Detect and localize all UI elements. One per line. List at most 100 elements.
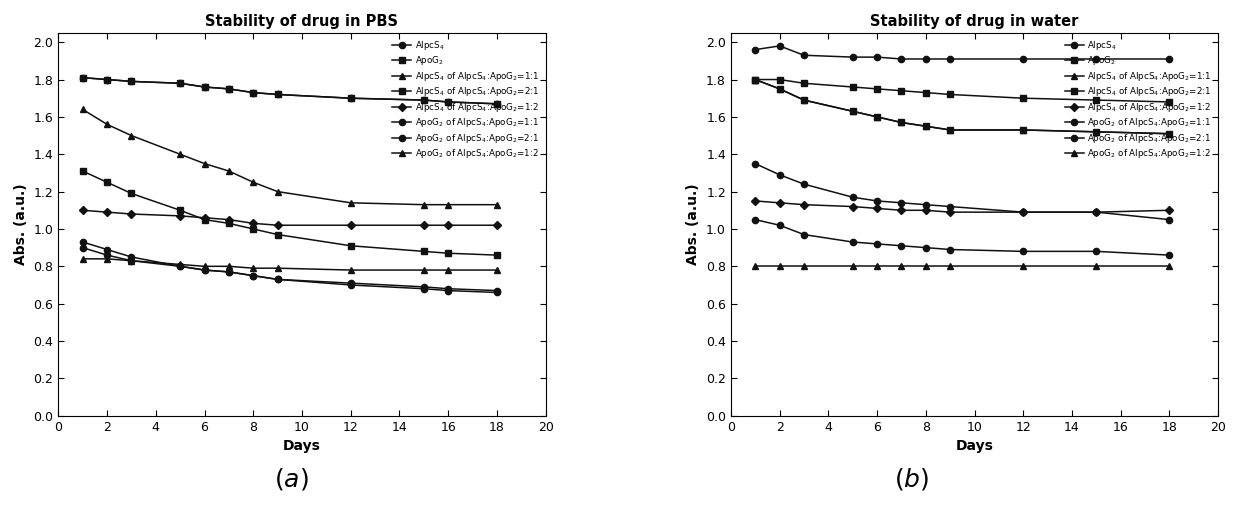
ApoG$_2$ of AlpcS$_4$:ApoG$_2$=1:2 — [76, 256, 91, 262]
Line: ApoG$_2$ of AlpcS$_4$:ApoG$_2$=2:1: ApoG$_2$ of AlpcS$_4$:ApoG$_2$=2:1 — [753, 216, 1173, 258]
AlpcS$_4$ — [270, 91, 285, 97]
AlpcS$_4$ of AlpcS$_4$:ApoG$_2$=1:1 — [846, 108, 861, 114]
Line: AlpcS$_4$ of AlpcS$_4$:ApoG$_2$=2:1: AlpcS$_4$ of AlpcS$_4$:ApoG$_2$=2:1 — [753, 77, 1173, 137]
ApoG$_2$ of AlpcS$_4$:ApoG$_2$=1:1 — [773, 172, 787, 178]
ApoG$_2$ of AlpcS$_4$:ApoG$_2$=1:1 — [270, 276, 285, 282]
ApoG$_2$ — [748, 77, 763, 83]
ApoG$_2$ of AlpcS$_4$:ApoG$_2$=2:1 — [417, 284, 432, 290]
AlpcS$_4$ of AlpcS$_4$:ApoG$_2$=1:2 — [1162, 207, 1177, 213]
AlpcS$_4$ of AlpcS$_4$:ApoG$_2$=1:1 — [417, 202, 432, 208]
AlpcS$_4$ — [99, 77, 114, 83]
Y-axis label: Abs. (a.u.): Abs. (a.u.) — [687, 184, 701, 265]
AlpcS$_4$ — [417, 97, 432, 103]
AlpcS$_4$ — [773, 43, 787, 49]
AlpcS$_4$ of AlpcS$_4$:ApoG$_2$=1:2 — [99, 209, 114, 215]
AlpcS$_4$ of AlpcS$_4$:ApoG$_2$=1:1 — [124, 132, 139, 138]
ApoG$_2$ of AlpcS$_4$:ApoG$_2$=1:1 — [1016, 209, 1030, 215]
AlpcS$_4$ — [490, 101, 505, 107]
AlpcS$_4$ — [1016, 56, 1030, 62]
ApoG$_2$ of AlpcS$_4$:ApoG$_2$=2:1 — [773, 222, 787, 228]
ApoG$_2$ of AlpcS$_4$:ApoG$_2$=2:1 — [1089, 248, 1104, 255]
Line: ApoG$_2$ of AlpcS$_4$:ApoG$_2$=1:1: ApoG$_2$ of AlpcS$_4$:ApoG$_2$=1:1 — [79, 239, 500, 296]
ApoG$_2$ of AlpcS$_4$:ApoG$_2$=1:2 — [124, 258, 139, 264]
AlpcS$_4$ of AlpcS$_4$:ApoG$_2$=1:1 — [748, 77, 763, 83]
ApoG$_2$ of AlpcS$_4$:ApoG$_2$=2:1 — [846, 239, 861, 245]
AlpcS$_4$ — [343, 95, 358, 101]
AlpcS$_4$ of AlpcS$_4$:ApoG$_2$=1:1 — [1089, 129, 1104, 135]
ApoG$_2$ of AlpcS$_4$:ApoG$_2$=1:2 — [172, 262, 187, 268]
ApoG$_2$ of AlpcS$_4$:ApoG$_2$=1:2 — [197, 263, 212, 269]
AlpcS$_4$ of AlpcS$_4$:ApoG$_2$=2:1 — [1089, 129, 1104, 135]
Y-axis label: Abs. (a.u.): Abs. (a.u.) — [14, 184, 27, 265]
ApoG$_2$ of AlpcS$_4$:ApoG$_2$=1:1 — [76, 239, 91, 245]
AlpcS$_4$ — [748, 47, 763, 53]
AlpcS$_4$ of AlpcS$_4$:ApoG$_2$=1:2 — [919, 207, 934, 213]
ApoG$_2$ of AlpcS$_4$:ApoG$_2$=1:1 — [246, 273, 260, 279]
ApoG$_2$ of AlpcS$_4$:ApoG$_2$=2:1 — [1016, 248, 1030, 255]
ApoG$_2$ of AlpcS$_4$:ApoG$_2$=1:1 — [197, 267, 212, 273]
ApoG$_2$ — [222, 86, 237, 92]
Line: ApoG$_2$ of AlpcS$_4$:ApoG$_2$=1:1: ApoG$_2$ of AlpcS$_4$:ApoG$_2$=1:1 — [753, 160, 1173, 223]
AlpcS$_4$ — [919, 56, 934, 62]
ApoG$_2$ of AlpcS$_4$:ApoG$_2$=1:2 — [270, 265, 285, 271]
AlpcS$_4$ of AlpcS$_4$:ApoG$_2$=2:1 — [246, 226, 260, 232]
ApoG$_2$ of AlpcS$_4$:ApoG$_2$=1:1 — [846, 194, 861, 200]
AlpcS$_4$ of AlpcS$_4$:ApoG$_2$=1:2 — [222, 216, 237, 223]
Line: AlpcS$_4$ of AlpcS$_4$:ApoG$_2$=1:1: AlpcS$_4$ of AlpcS$_4$:ApoG$_2$=1:1 — [79, 106, 501, 208]
ApoG$_2$ of AlpcS$_4$:ApoG$_2$=1:1 — [1162, 216, 1177, 223]
ApoG$_2$ of AlpcS$_4$:ApoG$_2$=2:1 — [1162, 252, 1177, 258]
ApoG$_2$ — [343, 95, 358, 101]
AlpcS$_4$ of AlpcS$_4$:ApoG$_2$=1:1 — [440, 202, 455, 208]
ApoG$_2$ of AlpcS$_4$:ApoG$_2$=1:2 — [1089, 263, 1104, 269]
AlpcS$_4$ of AlpcS$_4$:ApoG$_2$=1:2 — [942, 209, 957, 215]
Line: ApoG$_2$: ApoG$_2$ — [753, 77, 1173, 105]
Line: AlpcS$_4$ of AlpcS$_4$:ApoG$_2$=1:2: AlpcS$_4$ of AlpcS$_4$:ApoG$_2$=1:2 — [79, 207, 500, 228]
ApoG$_2$ — [919, 90, 934, 96]
AlpcS$_4$ — [124, 79, 139, 85]
ApoG$_2$ of AlpcS$_4$:ApoG$_2$=1:2 — [440, 267, 455, 273]
ApoG$_2$ — [246, 90, 260, 96]
AlpcS$_4$ of AlpcS$_4$:ApoG$_2$=1:1 — [246, 179, 260, 185]
AlpcS$_4$ of AlpcS$_4$:ApoG$_2$=1:1 — [222, 168, 237, 174]
AlpcS$_4$ of AlpcS$_4$:ApoG$_2$=2:1 — [846, 108, 861, 114]
AlpcS$_4$ of AlpcS$_4$:ApoG$_2$=1:2 — [773, 200, 787, 206]
ApoG$_2$ of AlpcS$_4$:ApoG$_2$=2:1 — [796, 232, 811, 238]
AlpcS$_4$ of AlpcS$_4$:ApoG$_2$=1:2 — [1089, 209, 1104, 215]
AlpcS$_4$ of AlpcS$_4$:ApoG$_2$=2:1 — [197, 216, 212, 223]
ApoG$_2$ — [773, 77, 787, 83]
ApoG$_2$ of AlpcS$_4$:ApoG$_2$=1:1 — [99, 246, 114, 252]
Legend: AlpcS$_4$, ApoG$_2$, AlpcS$_4$ of AlpcS$_4$:ApoG$_2$=1:1, AlpcS$_4$ of AlpcS$_4$: AlpcS$_4$, ApoG$_2$, AlpcS$_4$ of AlpcS$… — [1063, 37, 1214, 162]
ApoG$_2$ of AlpcS$_4$:ApoG$_2$=2:1 — [919, 244, 934, 250]
AlpcS$_4$ of AlpcS$_4$:ApoG$_2$=1:2 — [440, 222, 455, 228]
ApoG$_2$ of AlpcS$_4$:ApoG$_2$=2:1 — [246, 273, 260, 279]
AlpcS$_4$ of AlpcS$_4$:ApoG$_2$=2:1 — [796, 97, 811, 103]
AlpcS$_4$ of AlpcS$_4$:ApoG$_2$=1:2 — [869, 205, 884, 211]
ApoG$_2$ of AlpcS$_4$:ApoG$_2$=2:1 — [99, 252, 114, 258]
Text: $\it{(b)}$: $\it{(b)}$ — [894, 466, 929, 492]
Title: Stability of drug in water: Stability of drug in water — [870, 14, 1079, 29]
AlpcS$_4$ — [1089, 56, 1104, 62]
ApoG$_2$ — [1016, 95, 1030, 101]
ApoG$_2$ of AlpcS$_4$:ApoG$_2$=2:1 — [197, 267, 212, 273]
AlpcS$_4$ of AlpcS$_4$:ApoG$_2$=1:1 — [869, 114, 884, 120]
ApoG$_2$ of AlpcS$_4$:ApoG$_2$=1:2 — [1016, 263, 1030, 269]
AlpcS$_4$ of AlpcS$_4$:ApoG$_2$=2:1 — [894, 120, 909, 126]
AlpcS$_4$ of AlpcS$_4$:ApoG$_2$=1:1 — [1016, 127, 1030, 133]
ApoG$_2$ of AlpcS$_4$:ApoG$_2$=1:2 — [796, 263, 811, 269]
AlpcS$_4$ of AlpcS$_4$:ApoG$_2$=1:1 — [270, 189, 285, 195]
AlpcS$_4$ of AlpcS$_4$:ApoG$_2$=1:2 — [124, 211, 139, 217]
ApoG$_2$ of AlpcS$_4$:ApoG$_2$=1:2 — [343, 267, 358, 273]
AlpcS$_4$ of AlpcS$_4$:ApoG$_2$=1:1 — [796, 97, 811, 103]
ApoG$_2$ of AlpcS$_4$:ApoG$_2$=2:1 — [124, 258, 139, 264]
AlpcS$_4$ of AlpcS$_4$:ApoG$_2$=2:1 — [773, 86, 787, 92]
AlpcS$_4$ of AlpcS$_4$:ApoG$_2$=1:2 — [270, 222, 285, 228]
ApoG$_2$ of AlpcS$_4$:ApoG$_2$=1:1 — [343, 282, 358, 288]
ApoG$_2$ — [846, 84, 861, 90]
AlpcS$_4$ of AlpcS$_4$:ApoG$_2$=2:1 — [124, 191, 139, 197]
AlpcS$_4$ of AlpcS$_4$:ApoG$_2$=2:1 — [919, 123, 934, 129]
ApoG$_2$ of AlpcS$_4$:ApoG$_2$=1:1 — [124, 254, 139, 260]
AlpcS$_4$ of AlpcS$_4$:ApoG$_2$=1:2 — [246, 221, 260, 227]
AlpcS$_4$ of AlpcS$_4$:ApoG$_2$=1:1 — [1162, 131, 1177, 137]
ApoG$_2$ of AlpcS$_4$:ApoG$_2$=2:1 — [748, 216, 763, 223]
ApoG$_2$ — [1089, 97, 1104, 103]
